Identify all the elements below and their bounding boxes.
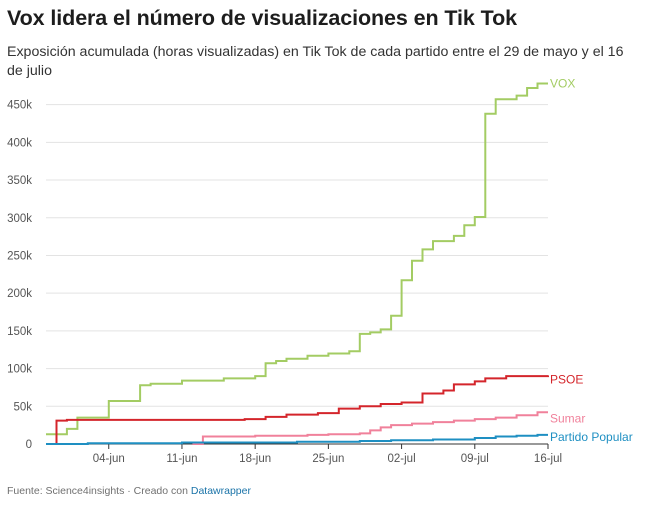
source-text: Fuente: Science4insights · Creado con	[7, 485, 191, 497]
x-tick-label: 11-jun	[166, 453, 197, 465]
series-label-partido-popular: Partido Popular	[550, 430, 633, 444]
x-axis: 04-jun 11-jun 18-jun 25-jun 02-jul 09-jul 16-j…	[93, 444, 562, 465]
y-tick-label: 200k	[7, 288, 32, 300]
y-tick-label: 100k	[7, 364, 32, 376]
datawrapper-link[interactable]: Datawrapper	[190, 485, 251, 497]
y-tick-label: 0	[26, 439, 32, 451]
footer: Fuente: Science4insights · Creado con Da…	[7, 485, 251, 497]
chart-svg: 0 50k 100k 150k 200k 250k 300k 350k 400k 450k 04-…	[7, 77, 633, 465]
series-label-sumar: Sumar	[550, 411, 585, 425]
y-tick-label: 400k	[7, 137, 32, 149]
series-line-partido-popular	[46, 433, 548, 445]
y-tick-label: 450k	[7, 100, 32, 112]
series-label-psoe: PSOE	[550, 372, 583, 386]
x-tick-label: 02-jul	[388, 453, 416, 465]
x-tick-label: 09-jul	[461, 453, 489, 465]
x-tick-label: 04-jun	[93, 453, 125, 465]
series-line-vox	[46, 82, 548, 436]
x-tick-label: 25-jun	[312, 453, 344, 465]
gridlines	[46, 104, 548, 445]
y-tick-label: 250k	[7, 250, 32, 262]
series-label-vox: VOX	[550, 77, 575, 91]
x-tick-label: 18-jun	[239, 453, 271, 465]
y-tick-label: 150k	[7, 326, 32, 338]
chart-subtitle: Exposición acumulada (horas visualizadas…	[7, 44, 624, 79]
y-tick-label: 350k	[7, 175, 32, 187]
y-axis: 0 50k 100k 150k 200k 250k 300k 350k 400k 450k	[7, 100, 32, 451]
chart-title: Vox lidera el número de visualizaciones …	[7, 6, 517, 30]
x-tick-label: 16-jul	[534, 453, 562, 465]
series-line-sumar	[192, 411, 548, 445]
y-tick-label: 300k	[7, 213, 32, 225]
series-labels: VOX PSOE Sumar Partido Popular	[550, 77, 633, 444]
y-tick-label: 50k	[13, 401, 32, 413]
series-lines	[46, 82, 549, 445]
series-line-psoe	[46, 375, 549, 445]
